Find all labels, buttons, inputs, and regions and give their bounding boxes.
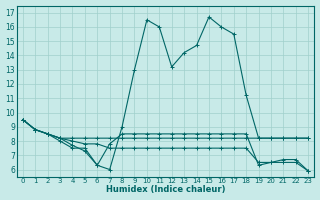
- X-axis label: Humidex (Indice chaleur): Humidex (Indice chaleur): [106, 185, 225, 194]
